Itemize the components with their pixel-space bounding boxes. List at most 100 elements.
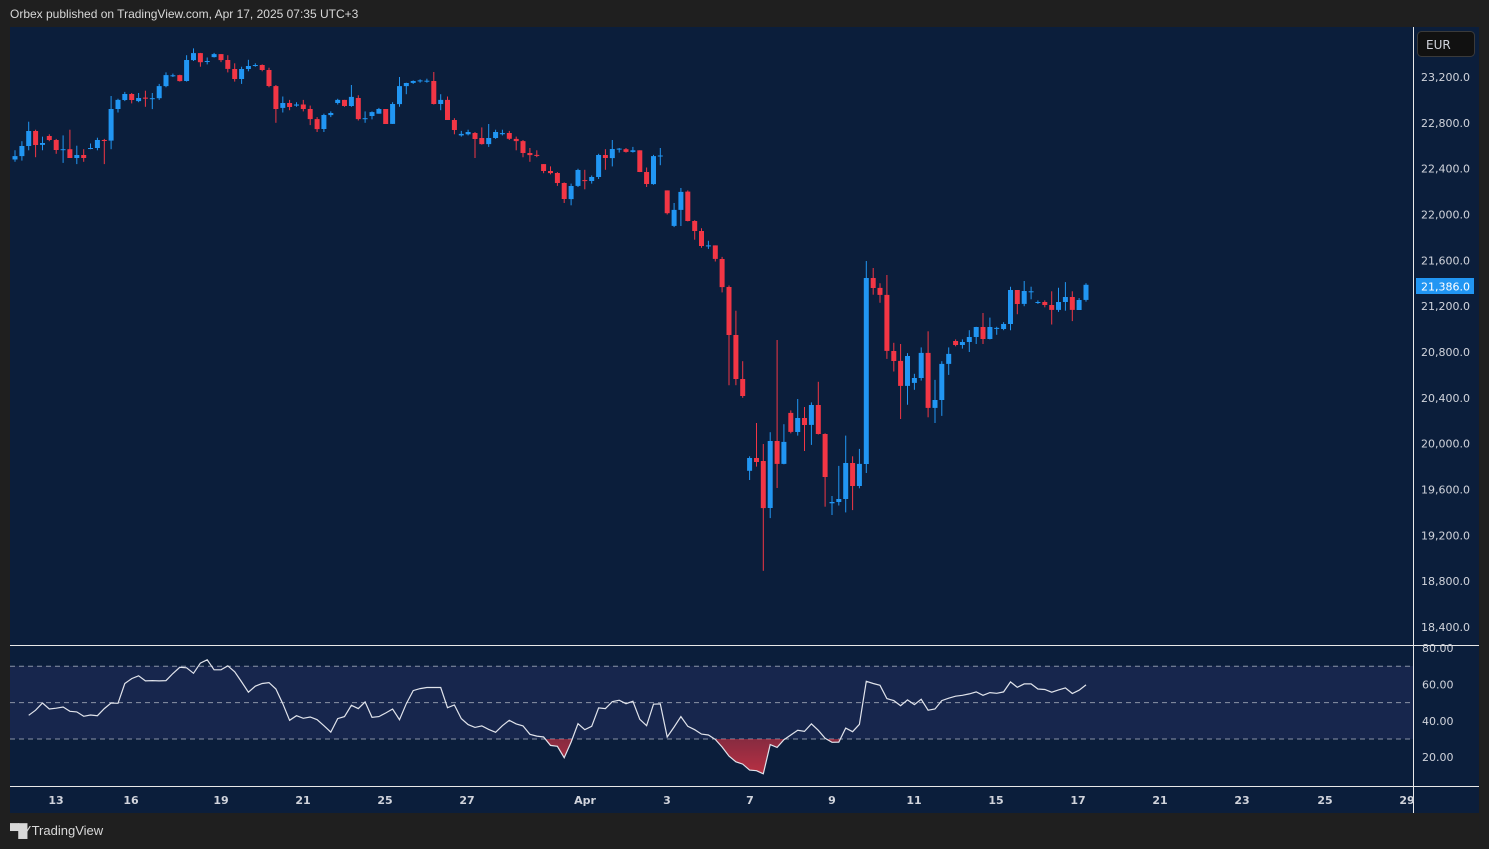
- candle: [589, 175, 595, 184]
- candle: [850, 456, 856, 511]
- candle-body: [740, 379, 746, 396]
- candle-body: [987, 327, 993, 339]
- candle-body: [431, 81, 437, 104]
- candle: [953, 339, 959, 347]
- candle: [245, 59, 251, 72]
- candle: [74, 145, 80, 165]
- candle: [616, 148, 622, 153]
- candle: [46, 134, 52, 142]
- candle-body: [1021, 291, 1027, 304]
- candle: [836, 465, 842, 506]
- candle-body: [294, 104, 299, 106]
- candle-body: [493, 132, 499, 138]
- candle: [644, 167, 650, 187]
- candle: [431, 72, 437, 105]
- candle-body: [211, 54, 217, 58]
- candle-body: [657, 155, 663, 157]
- candle-body: [932, 400, 938, 408]
- candle: [575, 168, 581, 187]
- candle-body: [40, 143, 45, 145]
- candle-body: [390, 104, 396, 124]
- candle-body: [856, 463, 862, 486]
- candle: [513, 136, 519, 151]
- candle: [609, 140, 615, 167]
- candle: [808, 402, 814, 445]
- time-tick-label: 25: [377, 794, 392, 807]
- candle-body: [197, 53, 203, 63]
- candle: [26, 121, 32, 151]
- candle-body: [451, 120, 457, 130]
- candle-body: [534, 154, 540, 156]
- publish-header: Orbex published on TradingView.com, Apr …: [10, 7, 359, 21]
- time-tick-label: Apr: [574, 794, 596, 807]
- candle-body: [616, 148, 622, 150]
- candle-body: [561, 183, 567, 199]
- candle-body: [417, 80, 423, 82]
- candle-body: [67, 149, 73, 158]
- candle: [829, 496, 835, 515]
- candle: [424, 78, 430, 83]
- candle-body: [726, 287, 732, 335]
- price-tick-label: 18,400.0: [1421, 621, 1470, 634]
- candle-body: [911, 378, 917, 383]
- candle: [946, 347, 952, 375]
- candle: [149, 93, 155, 110]
- candle: [856, 448, 862, 489]
- candle: [342, 99, 347, 107]
- candle: [376, 107, 382, 114]
- candle: [1008, 286, 1013, 331]
- candle-body: [328, 113, 334, 116]
- candle-body: [705, 245, 711, 247]
- candle-body: [870, 278, 876, 288]
- candle: [101, 138, 107, 165]
- candle: [561, 182, 567, 203]
- candle-body: [946, 353, 952, 364]
- candle-body: [602, 155, 608, 158]
- candle-body: [19, 146, 25, 157]
- candle: [204, 57, 210, 65]
- candle: [1035, 300, 1041, 304]
- candle-body: [575, 170, 581, 186]
- currency-button[interactable]: EUR: [1417, 31, 1475, 57]
- candle: [994, 326, 1000, 335]
- candle-body: [26, 131, 32, 146]
- candle-body: [486, 138, 492, 145]
- candle-body: [630, 150, 636, 152]
- candle-body: [465, 132, 471, 135]
- candle: [122, 91, 128, 102]
- candle: [355, 95, 361, 121]
- candle: [959, 339, 965, 349]
- candle: [232, 63, 238, 82]
- candle: [534, 150, 540, 158]
- candle: [40, 136, 45, 151]
- candle-body: [1001, 324, 1007, 329]
- price-axis[interactable]: 23,200.0 22,800.0 22,400.0 22,000.0 21,600.0…: [1421, 71, 1470, 634]
- price-tick-label: 22,800.0: [1421, 117, 1470, 130]
- candle-body: [788, 412, 794, 432]
- candle-body: [108, 109, 114, 141]
- candle: [335, 98, 341, 105]
- candle-body: [973, 327, 979, 337]
- time-axis[interactable]: 13 16 19 21 25 27 Apr 3 7 9 11 15 17 21 23 25 29: [48, 794, 1414, 807]
- candle-body: [122, 94, 128, 100]
- candle: [307, 105, 313, 126]
- candle: [369, 111, 375, 120]
- candle: [788, 410, 794, 434]
- candle-body: [802, 418, 807, 425]
- candle: [60, 135, 66, 163]
- candle-body: [1008, 290, 1013, 324]
- candle: [94, 137, 100, 151]
- tradingview-logo-icon: ▀█∕: [10, 823, 29, 838]
- price-tick-label: 21,200.0: [1421, 300, 1470, 313]
- candle: [1021, 281, 1027, 307]
- candle-body: [609, 149, 615, 159]
- candle-body: [342, 99, 347, 106]
- candle: [12, 150, 18, 162]
- tradingview-brand[interactable]: ▀█∕ TradingView: [10, 823, 103, 838]
- candle-body: [1049, 305, 1055, 310]
- candle-body: [12, 156, 18, 160]
- rsi-axis[interactable]: 80.00 60.00 40.00 20.00: [1422, 642, 1454, 764]
- price-tick-label: 20,000.0: [1421, 438, 1470, 451]
- candle-body: [781, 441, 787, 464]
